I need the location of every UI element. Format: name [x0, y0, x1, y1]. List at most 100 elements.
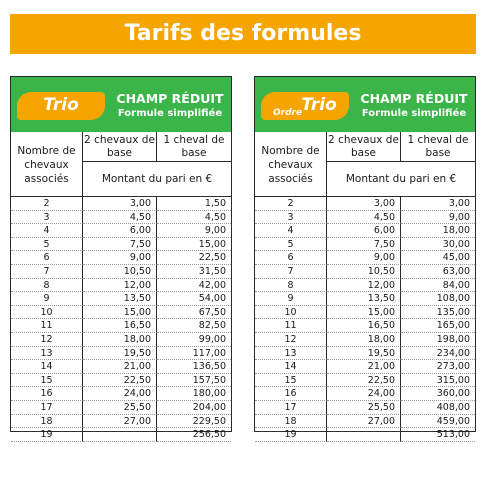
two-base-amount-cell: 9,00	[327, 251, 401, 265]
trio-badge: Trio	[17, 92, 105, 120]
horse-count-cell: 17	[255, 400, 327, 415]
two-base-amount-cell: 24,00	[327, 387, 401, 401]
two-base-amount-cell: 16,50	[327, 319, 401, 333]
table-row: 3 4,50 4,50	[11, 210, 231, 225]
one-base-amount-cell: 99,00	[157, 333, 231, 347]
one-base-amount-cell: 204,00	[157, 401, 231, 415]
table-row: 14 21,00 136,50	[11, 360, 231, 374]
two-base-amount-cell: 4,50	[327, 210, 401, 225]
horse-count-cell: 18	[11, 414, 83, 429]
table-row: 9 13,50 108,00	[255, 292, 475, 306]
two-base-amount-cell: 18,00	[327, 332, 401, 347]
two-base-amount-cell: 3,00	[327, 197, 401, 211]
one-base-amount-cell: 15,00	[157, 238, 231, 252]
col-horse-count: Nombre de chevaux associés	[255, 132, 327, 196]
one-base-amount-cell: 84,00	[401, 279, 475, 293]
horse-count-cell: 8	[11, 278, 83, 293]
table-row: 12 18,00 198,00	[255, 332, 475, 347]
table-row: 2 3,00 3,00	[255, 197, 475, 211]
horse-count-cell: 13	[11, 346, 83, 361]
two-base-amount-cell	[327, 428, 401, 442]
two-base-amount-cell: 12,00	[327, 278, 401, 293]
table-row: 4 6,00 9,00	[11, 224, 231, 238]
horse-count-cell: 12	[11, 332, 83, 347]
horse-count-cell: 5	[255, 237, 327, 252]
panel-title: CHAMP RÉDUIT	[360, 91, 468, 106]
one-base-amount-cell: 22,50	[157, 251, 231, 265]
one-base-amount-cell: 180,00	[157, 387, 231, 401]
horse-count-cell: 10	[11, 305, 83, 320]
table-row: 17 25,50 408,00	[255, 400, 475, 415]
column-headers: Nombre de chevaux associés 2 chevaux de …	[11, 132, 231, 197]
two-base-amount-cell: 21,00	[327, 360, 401, 374]
table-body: 2 3,00 1,50 3 4,50 4,50 4 6,00 9,00 5 7,50 15,00 6 9,…	[11, 197, 231, 442]
table-row: 7 10,50 31,50	[11, 264, 231, 279]
col-two-base: 2 chevaux de base	[83, 132, 157, 162]
horse-count-cell: 13	[255, 346, 327, 361]
table-row: 15 22,50 315,00	[255, 373, 475, 388]
table-row: 9 13,50 54,00	[11, 292, 231, 306]
two-base-amount-cell: 13,50	[83, 292, 157, 306]
horse-count-cell: 8	[255, 278, 327, 293]
horse-count-cell: 16	[255, 387, 327, 401]
one-base-amount-cell: 63,00	[401, 265, 475, 279]
badge-label: Trio	[301, 95, 337, 115]
two-base-amount-cell: 24,00	[83, 387, 157, 401]
one-base-amount-cell: 117,00	[157, 347, 231, 361]
two-base-amount-cell: 7,50	[83, 237, 157, 252]
table-row: 4 6,00 18,00	[255, 224, 475, 238]
one-base-amount-cell: 136,50	[157, 360, 231, 374]
table-row: 2 3,00 1,50	[11, 197, 231, 211]
horse-count-cell: 9	[11, 292, 83, 306]
one-base-amount-cell: 108,00	[401, 292, 475, 306]
one-base-amount-cell: 360,00	[401, 387, 475, 401]
one-base-amount-cell: 67,50	[157, 306, 231, 320]
table-row: 3 4,50 9,00	[255, 210, 475, 225]
one-base-amount-cell: 157,50	[157, 374, 231, 388]
horse-count-cell: 6	[11, 251, 83, 265]
horse-count-cell: 19	[255, 428, 327, 442]
one-base-amount-cell: 513,00	[401, 428, 475, 442]
two-base-amount-cell: 22,50	[83, 373, 157, 388]
two-base-amount-cell: 9,00	[83, 251, 157, 265]
horse-count-cell: 10	[255, 305, 327, 320]
two-base-amount-cell: 27,00	[327, 414, 401, 429]
horse-count-cell: 5	[11, 237, 83, 252]
one-base-amount-cell: 3,00	[401, 197, 475, 211]
trio-table-panel: Trio CHAMP RÉDUIT Formule simplifiée Nom…	[10, 76, 232, 442]
one-base-amount-cell: 42,00	[157, 279, 231, 293]
table-row: 13 19,50 234,00	[255, 346, 475, 361]
two-base-amount-cell: 16,50	[83, 319, 157, 333]
two-base-amount-cell: 6,00	[83, 224, 157, 238]
one-base-amount-cell: 198,00	[401, 333, 475, 347]
two-base-amount-cell: 15,00	[83, 305, 157, 320]
one-base-amount-cell: 234,00	[401, 347, 475, 361]
one-base-amount-cell: 315,00	[401, 374, 475, 388]
horse-count-cell: 15	[255, 373, 327, 388]
horse-count-cell: 3	[11, 210, 83, 225]
one-base-amount-cell: 82,50	[157, 319, 231, 333]
horse-count-cell: 16	[11, 387, 83, 401]
panel-subtitle: Formule simplifiée	[361, 108, 467, 119]
horse-count-cell: 17	[11, 400, 83, 415]
two-base-amount-cell: 27,00	[83, 414, 157, 429]
col-horse-count: Nombre de chevaux associés	[11, 132, 83, 196]
horse-count-cell: 12	[255, 332, 327, 347]
table-row: 10 15,00 67,50	[11, 305, 231, 320]
table-row: 16 24,00 180,00	[11, 387, 231, 401]
panel-subtitle: Formule simplifiée	[117, 108, 223, 119]
one-base-amount-cell: 9,00	[401, 211, 475, 225]
one-base-amount-cell: 9,00	[157, 224, 231, 238]
table-row: 13 19,50 117,00	[11, 346, 231, 361]
two-base-amount-cell: 21,00	[83, 360, 157, 374]
two-base-amount-cell: 6,00	[327, 224, 401, 238]
one-base-amount-cell: 4,50	[157, 211, 231, 225]
two-base-amount-cell: 7,50	[327, 237, 401, 252]
two-base-amount-cell: 18,00	[83, 332, 157, 347]
one-base-amount-cell: 408,00	[401, 401, 475, 415]
two-base-amount-cell: 4,50	[83, 210, 157, 225]
horse-count-cell: 11	[11, 319, 83, 333]
two-base-amount-cell: 19,50	[83, 346, 157, 361]
table-row: 11 16,50 165,00	[255, 319, 475, 333]
panel-title: CHAMP RÉDUIT	[116, 91, 224, 106]
